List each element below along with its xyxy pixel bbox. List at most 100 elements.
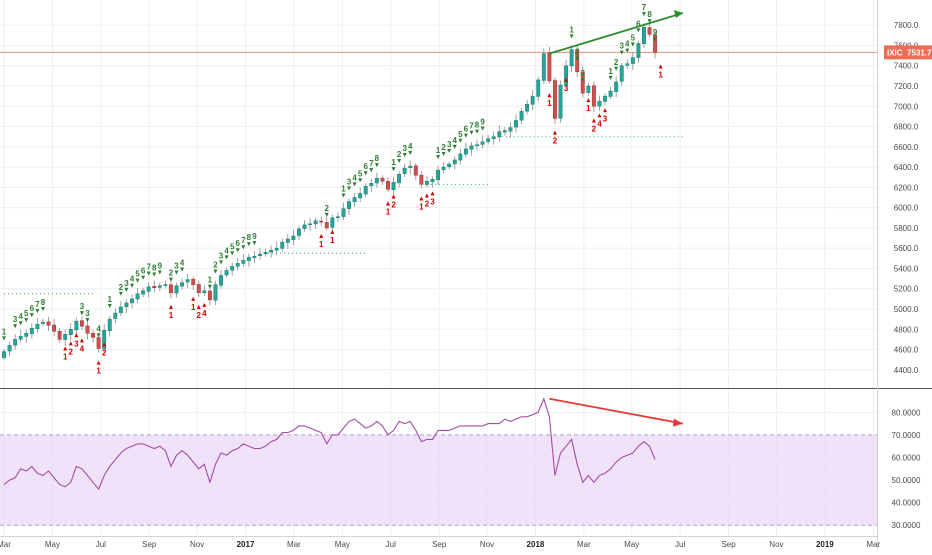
candle[interactable] [41, 318, 45, 327]
candle[interactable] [68, 323, 73, 341]
candle[interactable] [57, 327, 62, 343]
candle[interactable] [564, 59, 569, 89]
candle[interactable] [118, 301, 123, 317]
candle[interactable] [530, 90, 535, 111]
candle[interactable] [319, 216, 324, 226]
candle[interactable] [408, 160, 413, 174]
candle[interactable] [625, 59, 630, 69]
candle[interactable] [52, 318, 57, 336]
rsi-pane[interactable] [0, 397, 877, 526]
candle[interactable] [196, 280, 201, 297]
candle[interactable] [591, 81, 596, 113]
candle[interactable] [163, 280, 168, 289]
candle[interactable] [391, 176, 396, 196]
candle[interactable] [358, 187, 363, 203]
candle[interactable] [586, 82, 591, 96]
candle[interactable] [441, 161, 446, 174]
candle[interactable] [491, 131, 496, 145]
candle[interactable] [24, 329, 29, 343]
candle[interactable] [324, 216, 329, 231]
candle[interactable] [157, 282, 162, 292]
candle[interactable] [614, 76, 619, 98]
candle[interactable] [497, 125, 502, 142]
candle[interactable] [296, 225, 301, 240]
candle[interactable] [413, 163, 418, 181]
candle[interactable] [330, 214, 335, 233]
candle[interactable] [552, 77, 557, 125]
candle[interactable] [536, 76, 541, 102]
candle[interactable] [341, 202, 346, 220]
candle[interactable] [130, 294, 134, 309]
candle[interactable] [642, 23, 646, 48]
candle[interactable] [636, 40, 641, 63]
candle[interactable] [169, 279, 173, 299]
candle[interactable] [246, 253, 251, 267]
candle[interactable] [402, 163, 407, 177]
candle[interactable] [207, 288, 212, 306]
candle[interactable] [302, 220, 307, 232]
candle[interactable] [135, 288, 140, 304]
candle[interactable] [35, 317, 40, 333]
candle[interactable] [480, 135, 485, 149]
candle[interactable] [13, 334, 18, 350]
candle[interactable] [102, 324, 107, 352]
candle[interactable] [569, 46, 574, 73]
candle[interactable] [63, 329, 68, 347]
candle[interactable] [374, 172, 379, 188]
candle[interactable] [558, 80, 563, 123]
candle[interactable] [2, 349, 6, 361]
candle[interactable] [46, 316, 51, 331]
candle[interactable] [274, 241, 279, 255]
candle[interactable] [313, 217, 318, 229]
candle[interactable] [363, 183, 368, 198]
candle[interactable] [347, 198, 351, 216]
candle[interactable] [252, 251, 257, 263]
candle[interactable] [213, 280, 218, 306]
candle[interactable] [74, 317, 79, 335]
candle[interactable] [191, 276, 196, 290]
candle[interactable] [424, 175, 429, 188]
candle[interactable] [18, 329, 23, 343]
candle[interactable] [107, 315, 112, 337]
candle[interactable] [519, 107, 524, 125]
candle[interactable] [7, 341, 12, 357]
candle[interactable] [85, 319, 90, 340]
candle[interactable] [141, 287, 146, 298]
candle[interactable] [174, 282, 179, 298]
candle[interactable] [152, 280, 157, 293]
candle[interactable] [619, 62, 624, 86]
candle[interactable] [514, 114, 518, 133]
candle[interactable] [124, 299, 129, 314]
candle[interactable] [219, 270, 223, 289]
candle[interactable] [91, 329, 95, 343]
candle[interactable] [241, 253, 246, 267]
candle[interactable] [291, 229, 296, 246]
candle[interactable] [430, 176, 435, 188]
candle[interactable] [386, 177, 390, 193]
candle[interactable] [352, 193, 357, 208]
candle[interactable] [436, 166, 441, 185]
candle[interactable] [79, 315, 84, 330]
candle[interactable] [113, 308, 118, 324]
candle[interactable] [180, 278, 185, 290]
candle[interactable] [280, 238, 285, 252]
candle[interactable] [508, 122, 513, 138]
candle[interactable] [575, 45, 580, 78]
candle[interactable] [597, 95, 602, 112]
candle[interactable] [469, 142, 474, 156]
candle[interactable] [486, 135, 491, 145]
candle[interactable] [608, 86, 613, 100]
candle[interactable] [502, 127, 507, 136]
candle[interactable] [258, 247, 262, 260]
candle[interactable] [235, 258, 240, 271]
candle[interactable] [447, 161, 452, 170]
candle[interactable] [653, 32, 658, 59]
candle[interactable] [29, 323, 34, 339]
candle[interactable] [185, 274, 190, 289]
candle[interactable] [475, 139, 479, 151]
candle[interactable] [603, 93, 607, 106]
candle[interactable] [647, 22, 652, 38]
candle[interactable] [380, 175, 385, 186]
